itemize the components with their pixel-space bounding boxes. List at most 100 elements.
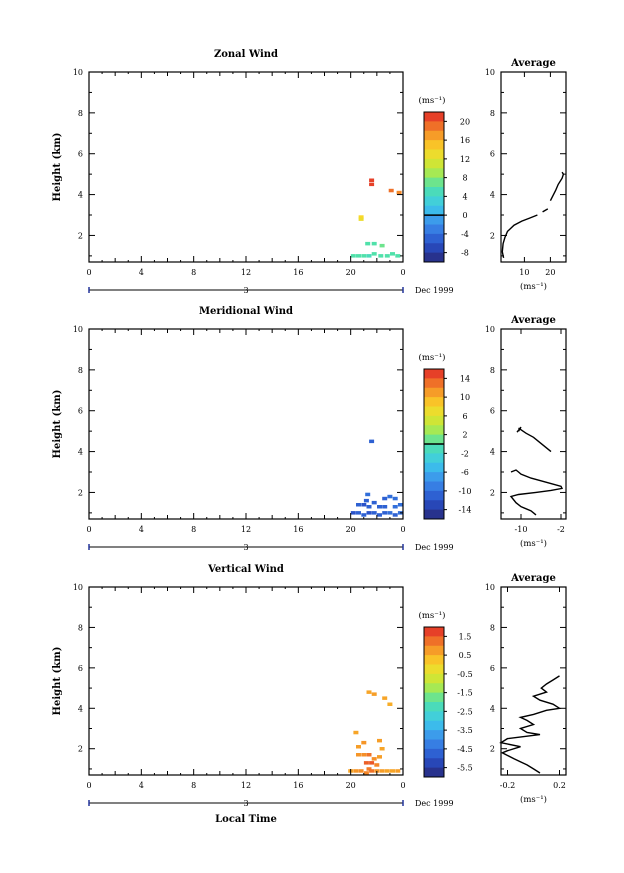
heatmap-cell xyxy=(369,439,375,444)
heatmap-cell xyxy=(392,496,398,501)
heatmap-cell xyxy=(378,254,384,258)
average-x-label: (ms⁻¹) xyxy=(520,794,547,805)
x-tick-label: 8 xyxy=(191,525,196,534)
heatmap-cell xyxy=(356,745,361,749)
heatmap-cell xyxy=(366,505,372,509)
x-tick-label: 16 xyxy=(293,268,303,277)
colorbar-segment xyxy=(424,130,444,141)
average-profile-line xyxy=(509,469,564,516)
x-tick-label: 0 xyxy=(400,268,405,277)
heatmap-cell xyxy=(377,505,382,509)
colorbar-tick-label: 8 xyxy=(462,174,467,183)
heatmap-cell xyxy=(353,769,359,773)
colorbar-segment xyxy=(424,158,444,169)
colorbar-segment xyxy=(424,509,444,520)
colorbar-segment xyxy=(424,645,444,656)
y-axis-label: Height (km) xyxy=(52,133,63,202)
heatmap-cell xyxy=(390,252,395,256)
colorbar-tick-label: 0.5 xyxy=(459,651,472,660)
colorbar-segment xyxy=(424,748,444,759)
heatmap-cell xyxy=(363,771,369,775)
heatmap-cell xyxy=(356,503,361,507)
y-tick-label: 8 xyxy=(78,109,83,118)
x-tick-label: 12 xyxy=(241,268,251,277)
heatmap-cell xyxy=(382,505,388,509)
average-y-tick-label: 10 xyxy=(485,325,495,334)
colorbar-segment xyxy=(424,692,444,703)
colorbar-segment xyxy=(424,758,444,769)
plot-frame xyxy=(88,71,404,263)
heatmap-cell xyxy=(374,769,380,773)
y-tick-label: 8 xyxy=(78,623,83,632)
colorbar-tick-label: -10 xyxy=(459,487,472,496)
x-tick-label: 4 xyxy=(139,525,144,534)
heatmap-cell xyxy=(377,755,382,759)
heatmap-cell xyxy=(371,241,377,246)
average-profile-line xyxy=(542,208,549,213)
heatmap-cell xyxy=(358,215,364,219)
average-x-tick-label: 10 xyxy=(519,268,529,277)
colorbar-segment xyxy=(424,149,444,160)
average-y-tick-label: 6 xyxy=(490,150,495,159)
colorbar-tick-label: 4 xyxy=(462,192,467,201)
colorbar-tick-label: -5.5 xyxy=(457,764,472,773)
y-tick-label: 8 xyxy=(78,366,83,375)
colorbar-tick-label: 12 xyxy=(460,155,470,164)
average-y-tick-label: 10 xyxy=(485,583,495,592)
date-month-label: Dec 1999 xyxy=(415,799,454,808)
heatmap-cell xyxy=(369,761,375,765)
y-axis-label: Height (km) xyxy=(52,390,63,459)
plot-frame xyxy=(88,328,404,520)
heatmap-cell xyxy=(366,753,372,757)
heatmap-cell xyxy=(377,513,382,517)
colorbar-tick-label: -6 xyxy=(461,468,469,477)
colorbar-segment xyxy=(424,243,444,254)
heatmap-cell xyxy=(379,243,385,248)
colorbar-segment xyxy=(424,655,444,665)
average-y-tick-label: 4 xyxy=(490,191,495,200)
heatmap-cell xyxy=(397,503,403,507)
average-frame xyxy=(500,328,567,520)
heatmap-cell xyxy=(361,254,367,258)
heatmap-cell xyxy=(356,753,361,757)
average-y-tick-label: 2 xyxy=(490,488,495,497)
heatmap-cell xyxy=(350,511,356,515)
heatmap-cell xyxy=(365,241,371,246)
y-tick-label: 10 xyxy=(73,583,83,592)
average-x-tick-label: -0.2 xyxy=(500,781,515,790)
heatmap-cell xyxy=(363,761,369,765)
x-tick-label: 0 xyxy=(86,781,91,790)
average-y-tick-label: 8 xyxy=(490,366,495,375)
heatmap-cell xyxy=(369,769,375,773)
average-x-tick-label: -10 xyxy=(515,525,528,534)
colorbar-tick-label: 16 xyxy=(460,136,470,145)
heatmap-cell xyxy=(388,188,394,193)
colorbar-segment xyxy=(424,739,444,750)
heatmap-cell xyxy=(350,254,356,258)
heatmap-cell xyxy=(356,511,361,515)
heatmap-cell xyxy=(366,511,372,515)
heatmap-cell xyxy=(361,503,367,507)
colorbar-tick-label: -0.5 xyxy=(457,670,472,679)
colorbar-segment xyxy=(424,481,444,492)
average-title: Average xyxy=(510,58,556,69)
y-tick-label: 2 xyxy=(78,231,83,240)
average-x-label: (ms⁻¹) xyxy=(520,281,547,292)
average-y-tick-label: 8 xyxy=(490,623,495,632)
average-y-tick-label: 4 xyxy=(490,704,495,713)
y-tick-label: 2 xyxy=(78,745,83,754)
heatmap-cell xyxy=(366,767,372,771)
colorbar-segment xyxy=(424,444,444,454)
colorbar-segment xyxy=(424,472,444,482)
heatmap-cell xyxy=(384,254,390,258)
heatmap-cell xyxy=(371,692,377,696)
x-tick-label: 0 xyxy=(400,781,405,790)
x-tick-label: 8 xyxy=(191,268,196,277)
colorbar-segment xyxy=(424,168,444,179)
colorbar-tick-label: 20 xyxy=(460,117,470,126)
colorbar-unit: (ms⁻¹) xyxy=(419,352,446,363)
colorbar-segment xyxy=(424,627,444,637)
colorbar-tick-label: 1.5 xyxy=(459,632,472,641)
